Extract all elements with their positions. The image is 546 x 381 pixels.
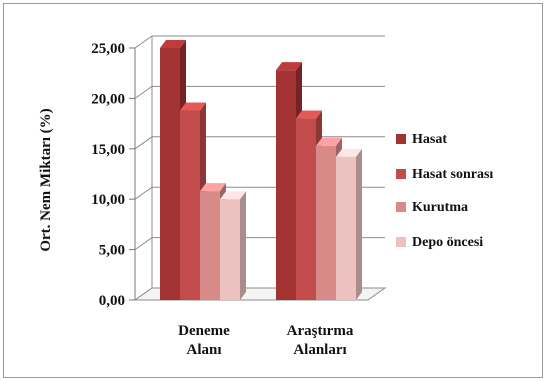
legend-swatch — [396, 169, 406, 179]
bar-top — [276, 62, 302, 71]
legend-swatch — [396, 134, 406, 144]
bar-top — [336, 148, 362, 157]
legend-swatch — [396, 202, 406, 212]
bar-top — [316, 137, 342, 146]
y-tick-label: 0,00 — [99, 293, 125, 309]
bar — [160, 48, 180, 300]
y-tick-label: 10,00 — [91, 192, 125, 208]
y-tick-label: 20,00 — [91, 91, 125, 107]
bar — [336, 156, 356, 300]
bar — [296, 118, 316, 300]
category-label: Alanları — [293, 342, 346, 358]
bar — [180, 110, 200, 300]
bar — [276, 70, 296, 301]
bar — [220, 199, 240, 300]
legend-label: Depo öncesi — [412, 235, 483, 250]
bar-top — [220, 191, 246, 200]
bar — [316, 145, 336, 300]
bar — [200, 191, 220, 300]
category-label: Deneme — [178, 323, 230, 339]
tick-layer: 0,00 5,00 10,00 15,00 20,00 25,00 — [91, 41, 125, 309]
bar-top — [160, 40, 186, 48]
y-axis-label: Ort. Nem Miktarı (%) — [38, 108, 54, 251]
category-labels: Deneme Alanı Araştırma Alanları — [178, 323, 354, 358]
bar-side — [240, 191, 246, 300]
legend-label: Kurutma — [412, 200, 468, 215]
legend-label: Hasat sonrası — [412, 167, 493, 182]
legend-label: Hasat — [412, 132, 447, 147]
bar-top — [296, 110, 322, 119]
y-tick-label: 25,00 — [91, 41, 125, 57]
category-label: Araştırma — [287, 323, 354, 339]
chart-frame — [3, 3, 543, 378]
bar-top — [200, 183, 226, 192]
legend-swatch — [396, 237, 406, 247]
bar-layer — [160, 40, 362, 301]
legend: Hasat Hasat sonrası Kurutma Depo öncesi — [396, 132, 493, 250]
y-tick-label: 15,00 — [91, 142, 125, 158]
category-label: Alanı — [186, 342, 221, 358]
y-tick-label: 5,00 — [99, 243, 125, 259]
bar-side — [356, 148, 362, 300]
bar-top — [180, 102, 206, 111]
